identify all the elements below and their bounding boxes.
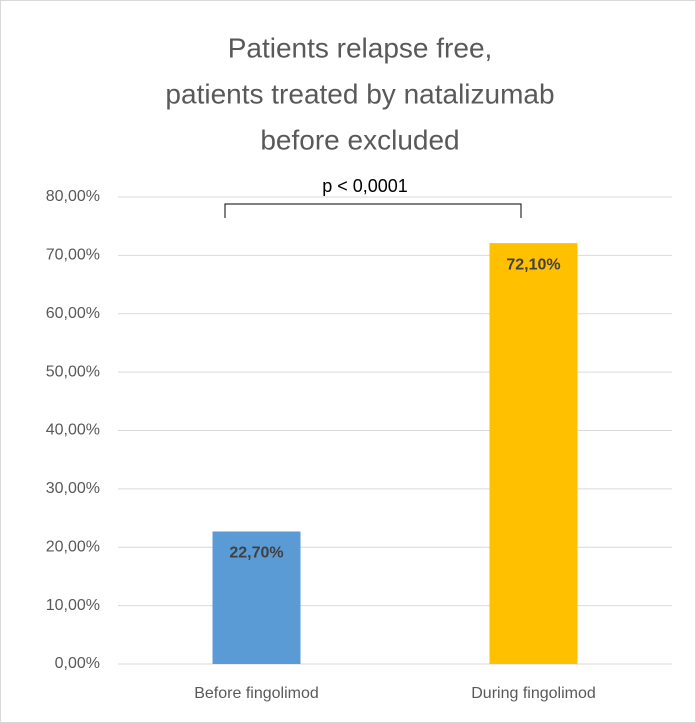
y-tick-label: 50,00% bbox=[46, 363, 100, 380]
bar bbox=[489, 243, 578, 664]
annotation: p < 0,0001 bbox=[322, 176, 408, 196]
significance-bracket bbox=[224, 203, 522, 218]
y-tick-label: 20,00% bbox=[46, 538, 100, 555]
y-tick-label: 70,00% bbox=[46, 247, 100, 264]
y-tick-label: 30,00% bbox=[46, 480, 100, 497]
y-tick-label: 40,00% bbox=[46, 422, 100, 439]
chart-title: patients treated by natalizumab bbox=[165, 78, 554, 109]
y-tick-label: 10,00% bbox=[46, 597, 100, 614]
chart-title: before excluded bbox=[260, 124, 459, 155]
data-label: 22,70% bbox=[229, 545, 283, 562]
chart-title: Patients relapse free, bbox=[228, 32, 493, 63]
y-tick-label: 60,00% bbox=[46, 305, 100, 322]
y-tick-label: 80,00% bbox=[46, 188, 100, 205]
x-tick-label: During fingolimod bbox=[471, 685, 596, 702]
y-tick-label: 0,00% bbox=[55, 655, 100, 672]
x-tick-label: Before fingolimod bbox=[194, 685, 319, 702]
bar bbox=[212, 531, 301, 664]
data-label: 72,10% bbox=[506, 256, 560, 273]
